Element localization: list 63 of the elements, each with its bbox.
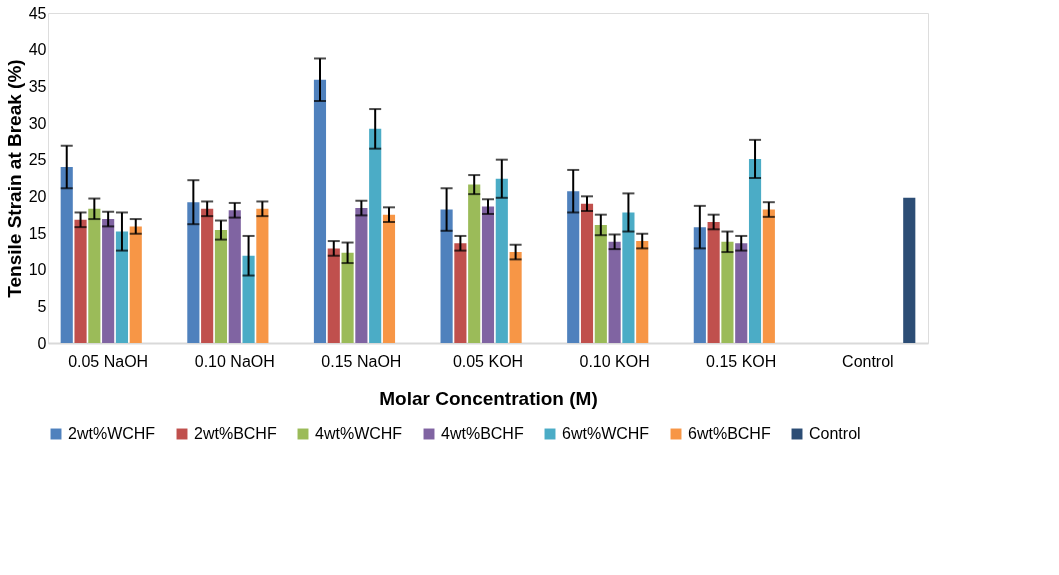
x-tick-label: Control bbox=[842, 352, 894, 370]
bar bbox=[693, 227, 706, 343]
bar bbox=[129, 226, 142, 343]
bar bbox=[454, 243, 467, 343]
bar bbox=[341, 252, 354, 343]
bar bbox=[636, 241, 649, 343]
legend-label: 2wt%BCHF bbox=[194, 425, 277, 442]
y-tick-label: 5 bbox=[37, 297, 47, 315]
bar bbox=[60, 167, 73, 343]
bar bbox=[313, 79, 327, 343]
bar bbox=[608, 241, 621, 343]
x-tick-label: 0.05 NaOH bbox=[68, 352, 149, 370]
legend-label: 4wt%WCHF bbox=[315, 425, 403, 442]
bar bbox=[748, 158, 762, 343]
bar bbox=[115, 231, 129, 343]
y-tick-label: 10 bbox=[28, 261, 47, 279]
bar bbox=[567, 191, 580, 343]
legend-label: 2wt%WCHF bbox=[68, 425, 156, 442]
bar bbox=[481, 206, 495, 343]
x-tick-label: 0.10 KOH bbox=[579, 352, 650, 370]
bar bbox=[509, 252, 522, 343]
bar bbox=[762, 209, 775, 343]
bar bbox=[256, 208, 269, 343]
y-tick-label: 40 bbox=[28, 41, 47, 59]
bar bbox=[903, 197, 916, 343]
bar bbox=[102, 219, 115, 343]
bar bbox=[74, 219, 87, 343]
y-tick-label: 0 bbox=[37, 334, 47, 352]
y-tick-label: 45 bbox=[28, 4, 47, 22]
y-tick-label: 30 bbox=[28, 114, 47, 132]
bar bbox=[201, 208, 214, 343]
bar bbox=[327, 248, 340, 343]
bar bbox=[355, 208, 368, 343]
bar bbox=[187, 202, 200, 343]
bar bbox=[382, 214, 396, 343]
legend-label: Control bbox=[809, 425, 861, 442]
bar bbox=[707, 222, 720, 343]
bar bbox=[369, 128, 382, 343]
x-tick-label: 0.10 NaOH bbox=[194, 352, 275, 370]
x-axis-title: Molar Concentration (M) bbox=[379, 387, 598, 409]
y-tick-label: 15 bbox=[28, 224, 47, 242]
y-axis-title: Tensile Strain at Break (%) bbox=[3, 59, 25, 298]
bar bbox=[735, 243, 748, 343]
bar bbox=[580, 203, 594, 343]
bar bbox=[468, 184, 481, 343]
bar bbox=[242, 255, 255, 343]
bar bbox=[88, 208, 101, 343]
bar bbox=[721, 241, 734, 343]
legend-label: 6wt%BCHF bbox=[688, 425, 771, 442]
x-tick-label: 0.05 KOH bbox=[452, 352, 524, 370]
bar bbox=[495, 178, 508, 343]
y-tick-label: 25 bbox=[28, 151, 47, 169]
x-tick-label: 0.15 NaOH bbox=[321, 352, 402, 370]
legend-label: 4wt%BCHF bbox=[441, 425, 524, 442]
y-tick-label: 20 bbox=[28, 187, 47, 205]
legend-label: 6wt%WCHF bbox=[562, 425, 650, 442]
bar bbox=[440, 209, 453, 343]
x-tick-label: 0.15 KOH bbox=[706, 352, 777, 370]
y-tick-label: 35 bbox=[28, 77, 47, 95]
bar bbox=[622, 212, 635, 343]
bar bbox=[228, 210, 241, 343]
bar bbox=[214, 230, 228, 343]
bar bbox=[594, 224, 607, 343]
